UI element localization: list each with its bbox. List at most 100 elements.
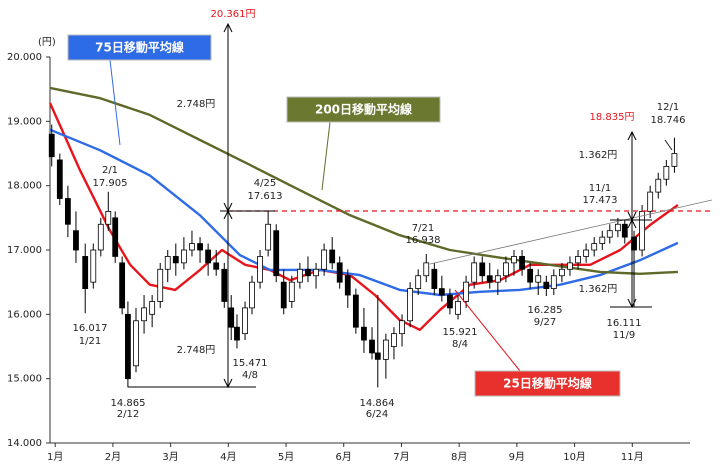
candle-body (671, 153, 678, 167)
candle-body (273, 230, 280, 277)
candle-body (257, 256, 263, 283)
moving-average-line (49, 128, 679, 297)
x-tick-label: 7月 (393, 451, 409, 463)
annotation: 17.613 (248, 191, 283, 202)
annotation: 1.362円 (579, 150, 618, 161)
candle-body (583, 249, 590, 257)
legend-connector (454, 289, 521, 372)
annotation: 14.865 (111, 398, 146, 409)
x-tick-label: 5月 (278, 451, 294, 463)
candle-body (415, 275, 422, 290)
candle-body (180, 249, 187, 264)
trend-line (429, 199, 713, 265)
candle-body (543, 281, 550, 289)
legend-label: 75日移動平均線 (95, 40, 184, 55)
candle-body (329, 249, 336, 264)
candle-body (172, 256, 179, 264)
x-tick-label: 11月 (621, 451, 644, 463)
candle-body (221, 268, 228, 302)
candle-body (407, 288, 414, 322)
annotation: 17.905 (93, 178, 128, 189)
candle-body (519, 256, 525, 270)
moving-average-line (48, 102, 679, 331)
candle-body (105, 210, 112, 225)
candle-body (647, 191, 654, 212)
candle-body (361, 326, 367, 341)
annotation: 4/25 (254, 178, 276, 189)
annotation: 16.017 (73, 323, 108, 334)
candle-body (64, 198, 71, 225)
candle-body (369, 339, 375, 354)
annotation: 2/12 (117, 409, 139, 420)
candle-body (157, 268, 164, 302)
candle-body (97, 223, 104, 251)
candle-body (558, 268, 565, 277)
annotation: 4/8 (242, 370, 258, 381)
candle-body (265, 223, 272, 251)
candle-body (471, 262, 478, 283)
legend-box (474, 370, 621, 397)
annotation: 2/1 (102, 165, 118, 176)
candle-body (621, 223, 628, 238)
x-tick-label: 1月 (47, 451, 63, 463)
candle-body (90, 249, 97, 283)
annotation: 6/24 (366, 409, 388, 420)
candle-body (511, 256, 517, 264)
legend-box (67, 34, 212, 61)
candle-body (382, 339, 389, 360)
candle-body (119, 262, 126, 309)
x-tick-label: 6月 (336, 451, 352, 463)
candle-body (296, 268, 303, 283)
y-tick-label: 18.000 (7, 181, 42, 192)
candle-body (313, 268, 319, 277)
annotation: 20.361円 (211, 9, 256, 20)
candle-body (567, 262, 573, 270)
y-tick-label: 16.000 (7, 309, 42, 320)
annotation: 18.835円 (590, 112, 635, 123)
annotation: 2.748円 (177, 345, 216, 356)
legend-connector (109, 59, 121, 146)
candle-body (189, 243, 195, 251)
annotation: 15.471 (233, 358, 268, 369)
candle-body (344, 275, 351, 296)
candle-body (213, 262, 220, 270)
candle-body (486, 275, 493, 283)
candle-body (431, 268, 438, 289)
candle-body (321, 249, 328, 270)
candle-body (639, 210, 646, 251)
candle-body (82, 256, 89, 289)
candle-body (228, 307, 235, 328)
candle-body (663, 165, 670, 180)
candle-body (455, 301, 461, 315)
plot: 14.000 15.000 16.000 17.000 18.000 19.000 20.0… (7, 52, 690, 463)
candle-body (205, 249, 212, 264)
candle-body (550, 275, 557, 290)
annotation: 2.748円 (177, 99, 216, 110)
y-tick-label: 19.000 (7, 116, 42, 127)
y-tick-label: 17.000 (7, 245, 42, 256)
candle-body (599, 236, 606, 244)
legend-label: 200日移動平均線 (315, 102, 412, 117)
annotation: 11/9 (613, 330, 635, 341)
candle-body (655, 178, 662, 193)
x-tick-label: 4月 (220, 451, 236, 463)
candle-body (374, 352, 381, 360)
candle-body (614, 223, 621, 232)
candle-body (463, 281, 469, 302)
annotation: 1.362円 (579, 284, 618, 295)
annotation: 14.864 (360, 398, 395, 409)
annotation: 11/1 (589, 183, 611, 194)
candle-body (133, 320, 139, 367)
candle-body (125, 313, 131, 380)
candle-body (56, 159, 63, 199)
candle-body (280, 281, 287, 309)
annotation: 16.938 (406, 235, 441, 246)
annotation: 12/1 (657, 102, 679, 113)
candle-body (479, 262, 486, 277)
candle-body (606, 230, 613, 238)
annotation: 1/21 (79, 336, 101, 347)
x-tick-label: 9月 (509, 451, 525, 463)
x-tick-label: 8月 (451, 451, 467, 463)
candle-body (591, 243, 598, 251)
